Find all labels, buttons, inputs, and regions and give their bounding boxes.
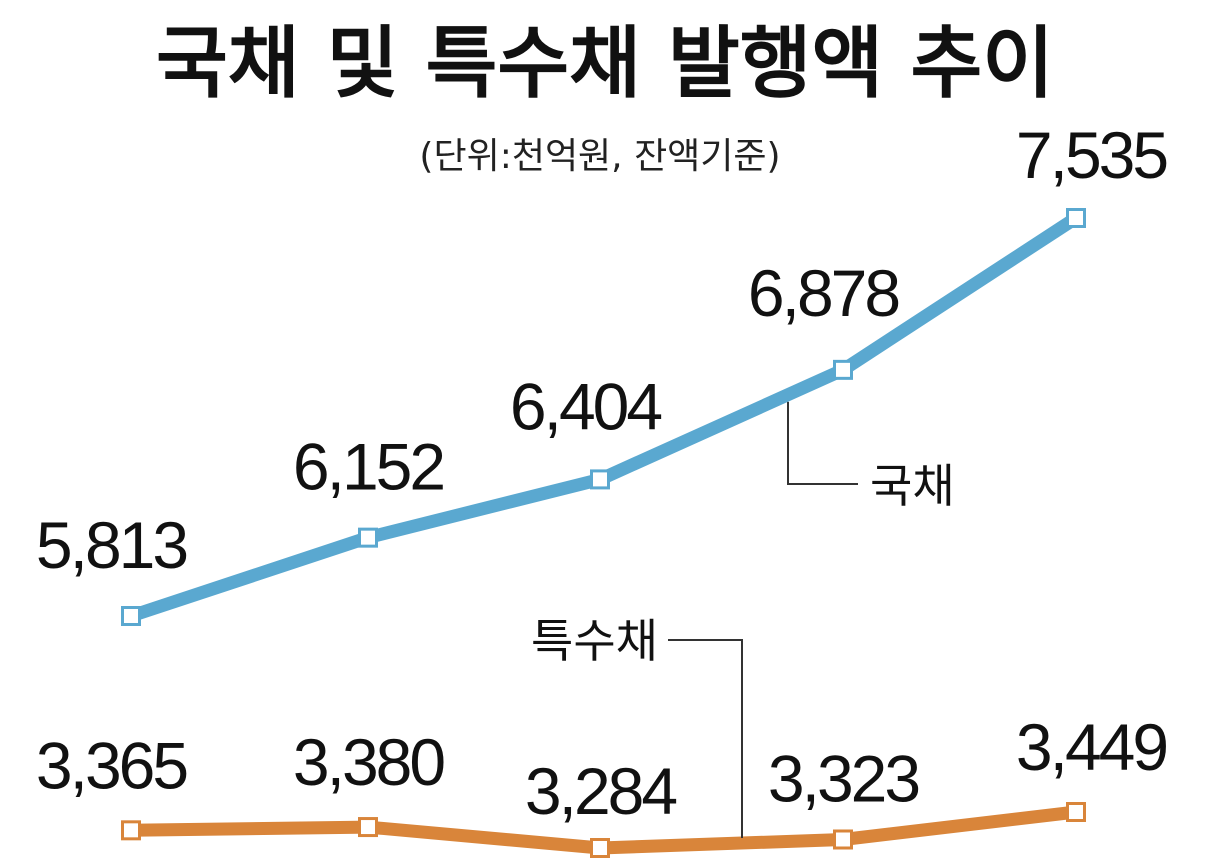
data-label-1-0: 3,365	[36, 728, 186, 802]
data-point-0-3	[833, 359, 853, 380]
data-point-0-4	[1066, 208, 1086, 228]
data-point-1-3	[833, 829, 853, 850]
data-point-0-1	[358, 527, 378, 548]
data-label-1-3: 3,323	[768, 741, 918, 815]
data-label-1-1: 3,380	[293, 725, 444, 799]
data-label-1-4: 3,449	[1016, 710, 1166, 784]
data-label-1-2: 3,284	[525, 754, 676, 828]
data-point-0-2	[590, 469, 610, 490]
data-point-1-1	[358, 817, 378, 838]
data-point-1-0	[121, 820, 141, 841]
data-point-1-2	[590, 838, 610, 858]
data-point-1-4	[1066, 802, 1086, 822]
series-leader-0	[787, 401, 858, 485]
series-leader-1	[668, 639, 743, 838]
series-layer: 5,813 6,152 6,404 6,878 7,535 3,365 3,380 3,284…	[36, 118, 1169, 858]
data-label-0-1: 6,152	[293, 430, 443, 504]
data-point-0-0	[121, 606, 141, 626]
series-name-1: 특수채	[531, 614, 658, 668]
data-label-0-2: 6,404	[510, 369, 661, 443]
data-label-0-4: 7,535	[1016, 118, 1166, 192]
chart-title: 국채 및 특수채 발행액 추이	[156, 19, 1054, 109]
chart-subtitle: (단위:천억원, 잔액기준)	[419, 136, 780, 177]
data-label-0-3: 6,878	[748, 256, 898, 330]
data-label-0-0: 5,813	[36, 508, 186, 582]
series-name-0: 국채	[870, 459, 955, 513]
